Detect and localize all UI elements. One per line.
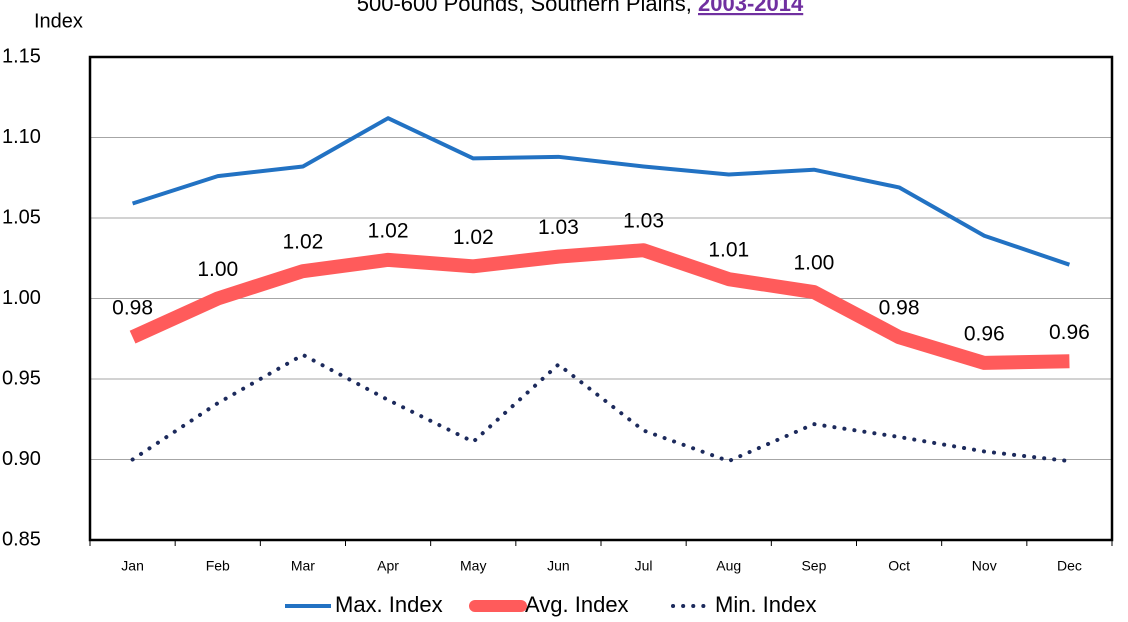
x-tick-label: Sep bbox=[801, 558, 826, 574]
data-label: 0.98 bbox=[879, 297, 920, 320]
y-tick-label: 1.15 bbox=[2, 45, 41, 67]
y-tick-label: 0.95 bbox=[2, 367, 41, 389]
x-tick-label: Aug bbox=[716, 558, 741, 574]
y-axis-label: Index bbox=[34, 10, 83, 32]
data-label: 1.02 bbox=[453, 226, 494, 249]
y-tick-label: 1.00 bbox=[2, 287, 41, 309]
y-tick-label: 0.90 bbox=[2, 448, 41, 470]
x-tick-label: Mar bbox=[291, 558, 315, 574]
x-tick-label: Apr bbox=[377, 558, 399, 574]
x-tick-label: Jul bbox=[635, 558, 653, 574]
legend-label: Max. Index bbox=[335, 592, 443, 617]
legend-label: Avg. Index bbox=[525, 592, 629, 617]
y-tick-label: 1.10 bbox=[2, 126, 41, 148]
chart-title: 500-600 Pounds, Southern Plains, 2003-20… bbox=[357, 0, 804, 16]
y-tick-label: 1.05 bbox=[2, 206, 41, 228]
data-label: 0.96 bbox=[964, 322, 1005, 345]
data-label: 1.01 bbox=[708, 239, 749, 262]
title-link[interactable]: 2003-2014 bbox=[698, 0, 804, 16]
data-label: 1.02 bbox=[368, 219, 409, 242]
x-tick-label: Oct bbox=[888, 558, 910, 574]
data-label: 0.96 bbox=[1049, 321, 1090, 344]
x-tick-label: Feb bbox=[206, 558, 230, 574]
series-line bbox=[129, 243, 1070, 370]
y-tick-label: 0.85 bbox=[2, 528, 41, 550]
data-label: 1.03 bbox=[623, 210, 664, 233]
series-line bbox=[131, 116, 1071, 267]
data-label: 0.98 bbox=[112, 297, 153, 320]
data-label: 1.02 bbox=[282, 231, 323, 254]
data-label: 1.03 bbox=[538, 216, 579, 239]
x-tick-label: Nov bbox=[972, 558, 997, 574]
plot-frame bbox=[88, 55, 1114, 542]
x-tick-label: May bbox=[460, 558, 486, 574]
title-text: 500-600 Pounds, Southern Plains, bbox=[357, 0, 692, 16]
data-label: 1.00 bbox=[197, 258, 238, 281]
x-tick-label: Dec bbox=[1057, 558, 1082, 574]
data-label: 1.00 bbox=[793, 252, 834, 275]
legend-label: Min. Index bbox=[715, 592, 817, 617]
x-tick-label: Jun bbox=[547, 558, 570, 574]
x-tick-label: Jan bbox=[121, 558, 144, 574]
series-line bbox=[130, 352, 1072, 464]
